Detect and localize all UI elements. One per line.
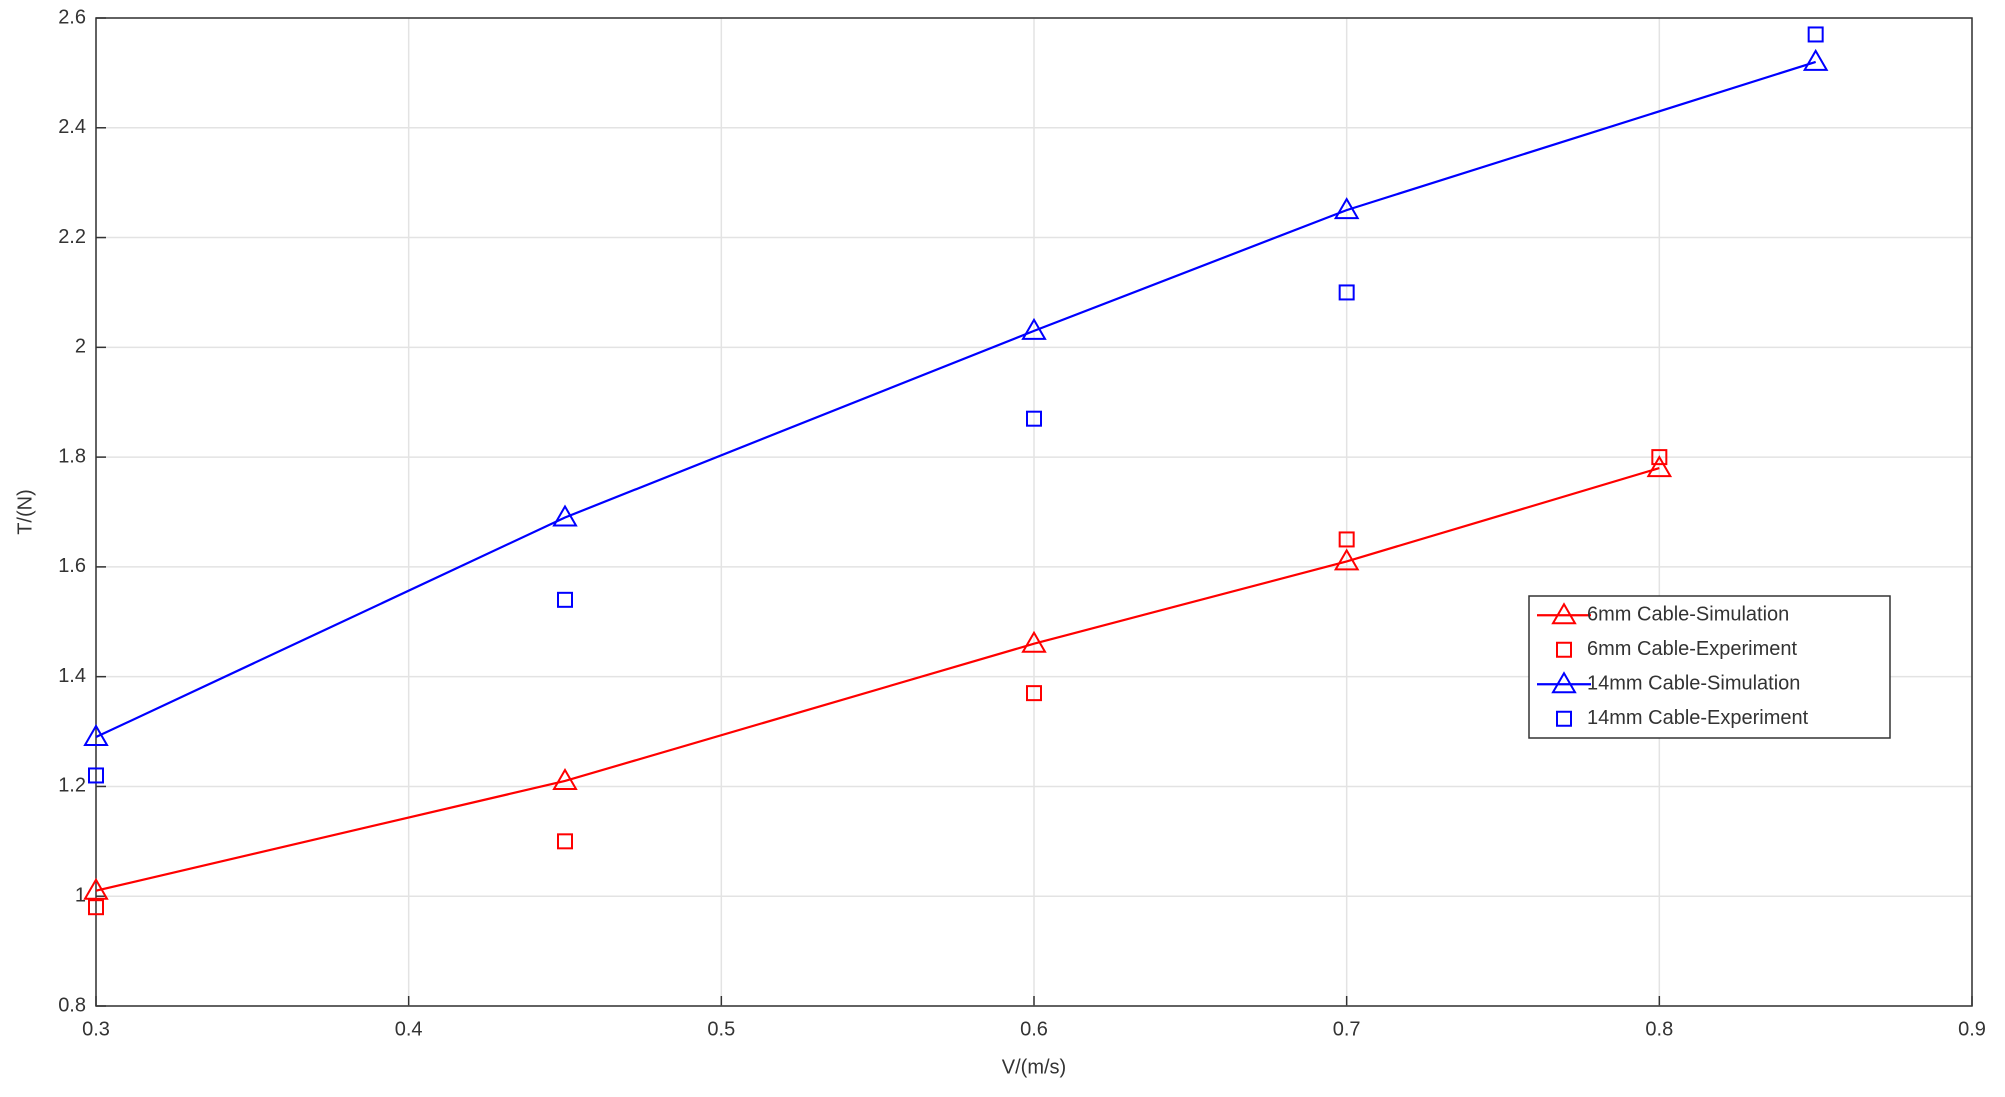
x-tick-label: 0.7 [1333,1018,1361,1040]
y-tick-label: 2 [75,336,86,358]
marker-square [557,833,573,850]
legend-marker [1551,671,1577,694]
marker-square [1338,284,1355,301]
y-tick-label: 2.2 [58,226,86,248]
y-tick-label: 1.8 [58,445,86,467]
y-tick-label: 1.6 [58,555,86,577]
marker-square [1807,26,1824,43]
marker-square [1026,410,1042,427]
legend: 6mm Cable-Simulation 6mm Cable-Experiment… [1528,595,1891,739]
marker-square [88,899,104,916]
x-tick-label: 0.8 [1645,1018,1673,1040]
marker-triangle [552,767,578,790]
y-tick-label: 0.8 [58,994,86,1016]
marker-triangle [552,504,578,527]
y-tick-label: 1 [75,885,86,907]
x-tick-label: 0.6 [1020,1018,1048,1040]
legend-label: 14mm Cable-Experiment [1587,707,1809,729]
x-tick-label: 0.3 [82,1018,110,1040]
marker-triangle [83,724,109,747]
marker-triangle [83,877,109,900]
marker-triangle [1646,455,1673,478]
x-tick-label: 0.4 [395,1018,423,1040]
x-tick-label: 0.9 [1958,1018,1986,1040]
series-line [95,467,1660,892]
marker-square [1651,449,1668,466]
marker-triangle [1021,317,1047,340]
marker-triangle [1333,197,1360,220]
y-tick-label: 2.4 [58,116,86,138]
y-tick-label: 1.4 [58,665,86,687]
marker-triangle [1333,548,1360,571]
legend-label: 6mm Cable-Simulation [1587,604,1789,626]
series-line [95,60,1817,739]
marker-square [88,767,104,784]
marker-square [557,591,573,608]
y-tick-label: 1.2 [58,775,86,797]
x-tick-label: 0.5 [707,1018,735,1040]
x-axis-label: V/(m/s) [1002,1056,1066,1078]
marker-square [1338,531,1355,548]
legend-label: 6mm Cable-Experiment [1587,638,1798,660]
plot-frame [95,17,1973,1007]
y-tick-label: 2.6 [58,6,86,28]
legend-marker [1551,602,1577,625]
legend-box [1528,595,1891,739]
marker-triangle [1021,630,1047,653]
legend-label: 14mm Cable-Simulation [1587,673,1800,695]
legend-marker [1556,641,1572,658]
legend-marker [1556,710,1572,727]
marker-triangle [1802,48,1829,71]
y-axis-label: T/(N) [14,489,36,535]
marker-square [1026,685,1042,702]
